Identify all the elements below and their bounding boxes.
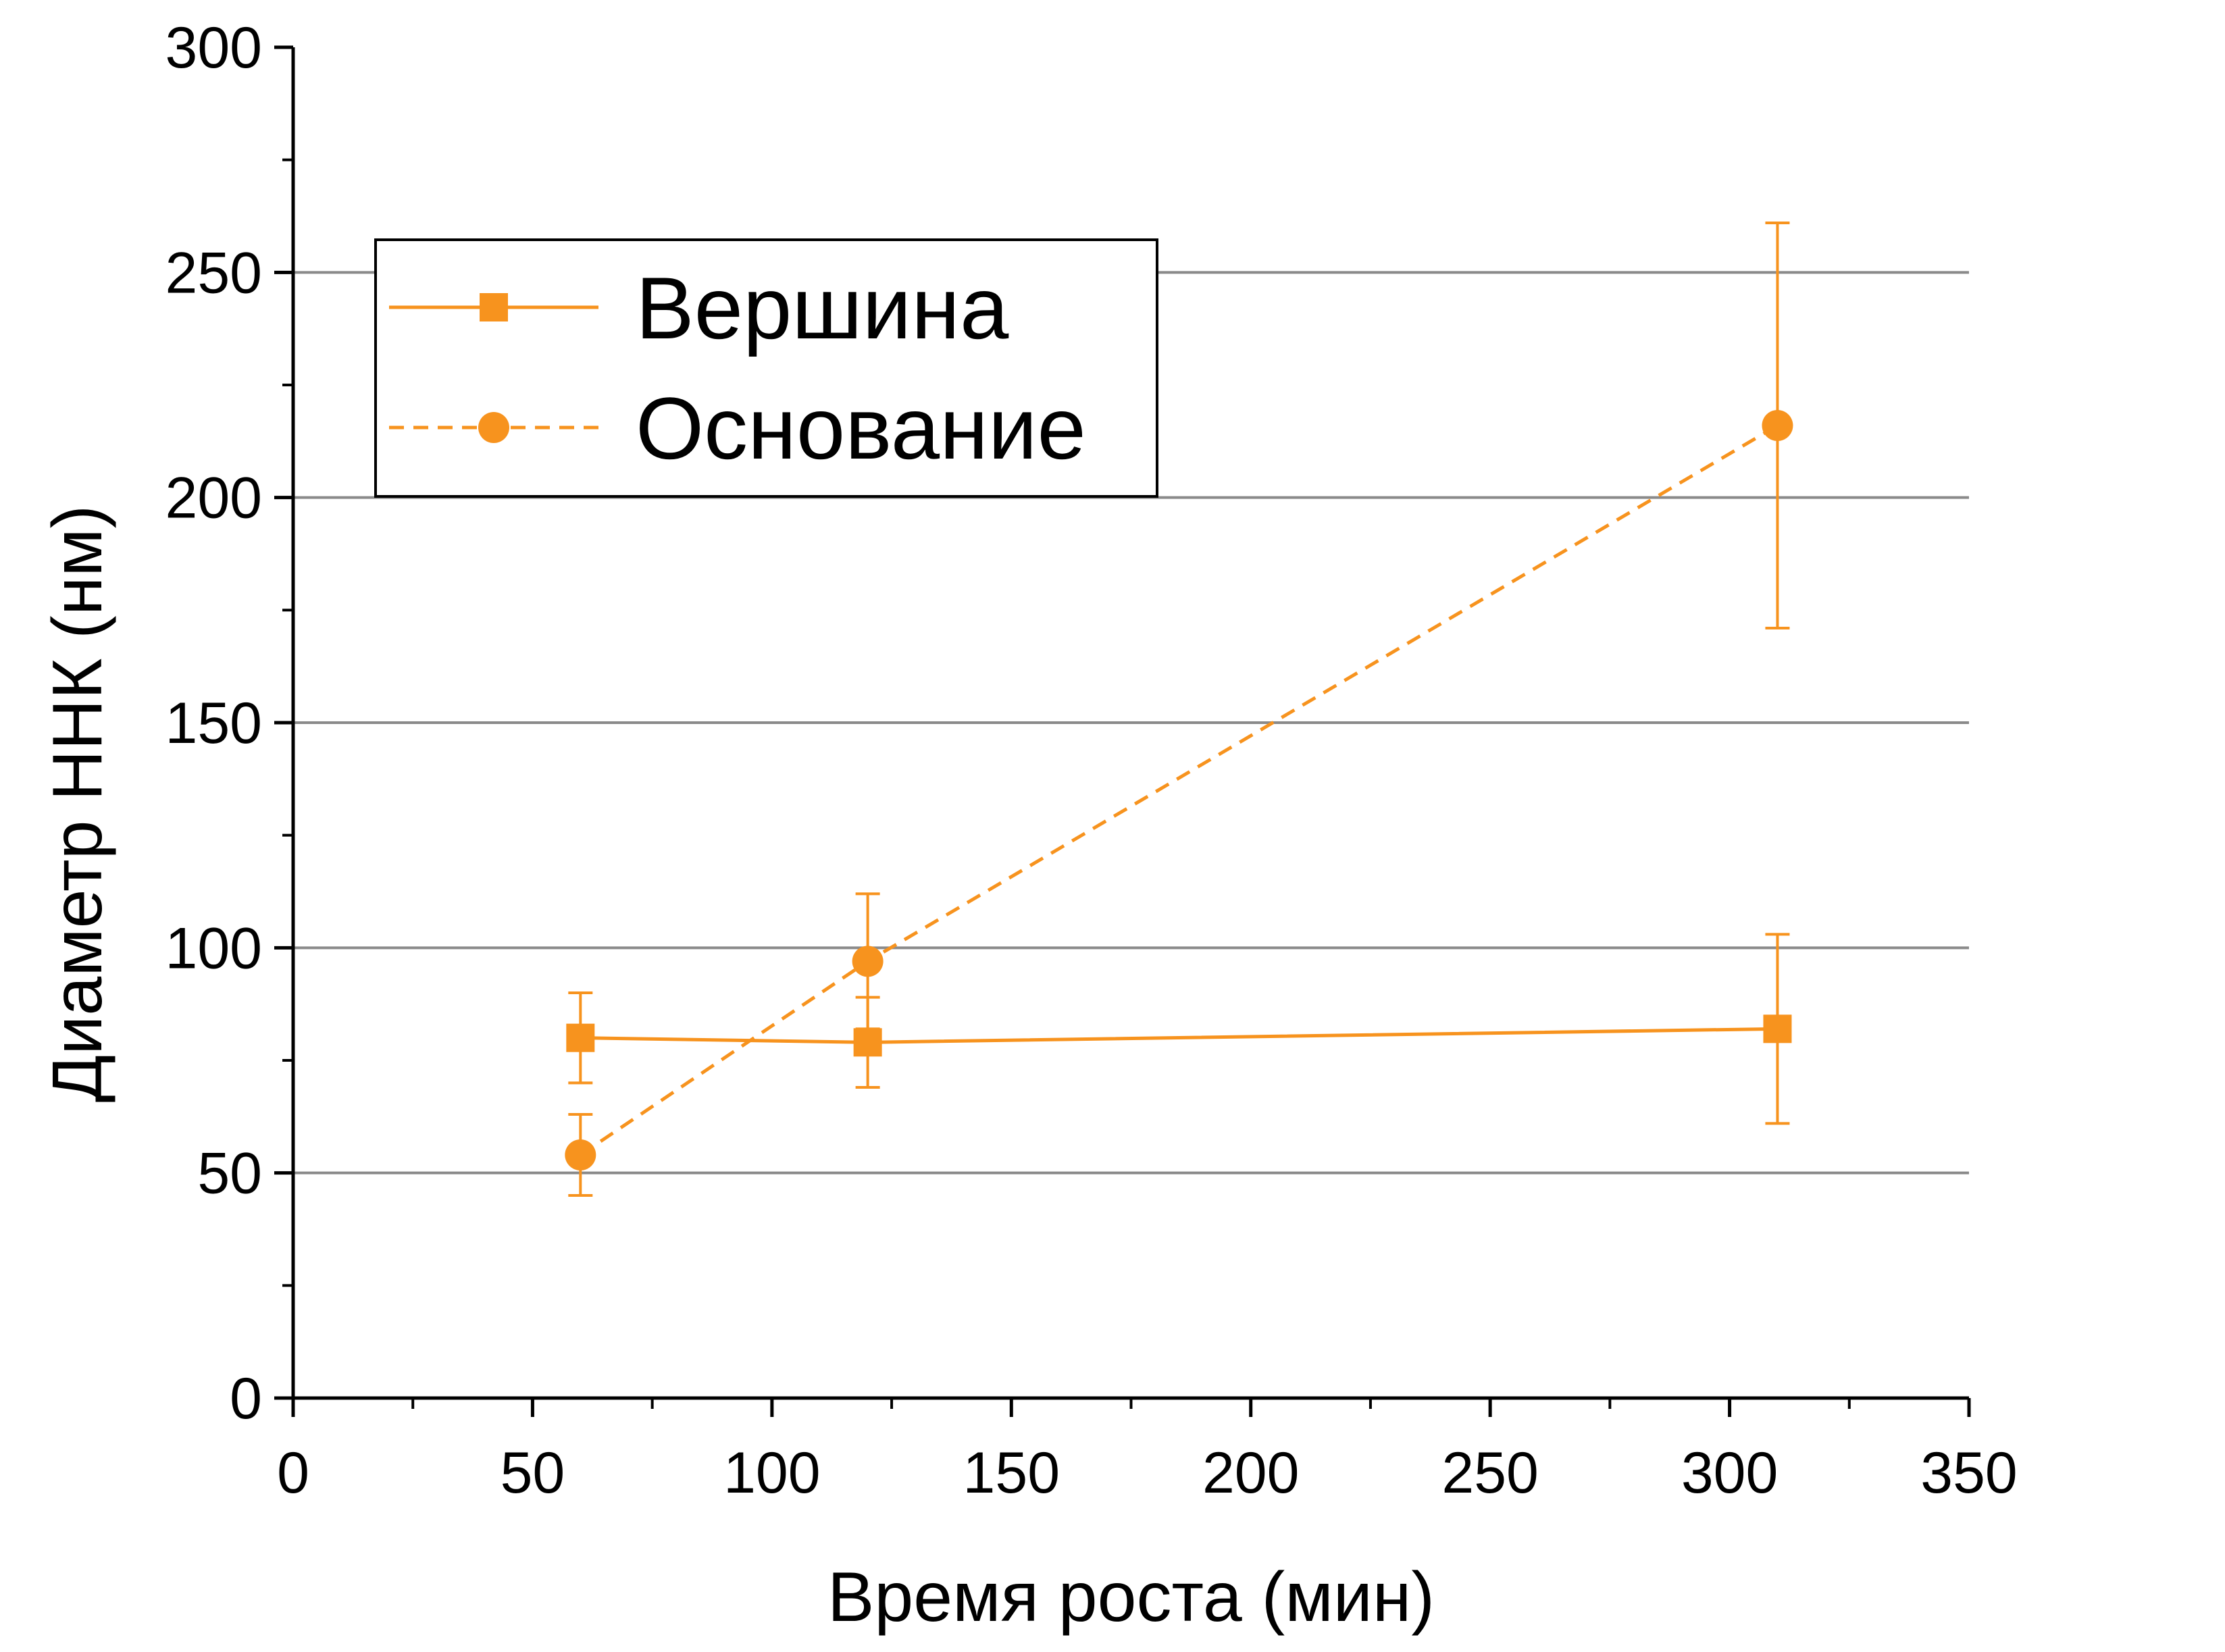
x-tick-label: 200	[1202, 1441, 1300, 1505]
series-line	[579, 423, 1779, 1157]
y-tick-label: 0	[230, 1366, 262, 1431]
x-tick-label: 100	[723, 1441, 821, 1505]
series-1	[566, 933, 1792, 1125]
y-tick-label: 200	[165, 466, 263, 531]
series	[565, 222, 1793, 1197]
data-point	[852, 946, 884, 977]
legend-label: Основание	[636, 379, 1086, 477]
y-tick-label: 300	[165, 16, 263, 80]
x-tick-label: 250	[1441, 1441, 1539, 1505]
axes: 0 50 100 150 200 250 300 0 50 100 150 200 250 300 350	[165, 16, 2018, 1505]
y-tick-label: 150	[165, 691, 263, 756]
data-point	[566, 1023, 595, 1052]
x-axis-title: Время роста (мин)	[827, 1558, 1435, 1636]
series-line	[580, 1027, 1778, 1044]
series-2	[565, 222, 1793, 1197]
legend-marker	[480, 293, 508, 321]
data-point	[1762, 410, 1793, 441]
data-point	[853, 1028, 882, 1057]
legend: Вершина Основание	[374, 238, 1158, 498]
x-tick-label: 50	[501, 1441, 565, 1505]
x-tick-label: 0	[277, 1441, 309, 1505]
y-tick-label: 50	[197, 1141, 262, 1206]
y-axis-title: Диаметр ННК (нм)	[39, 505, 117, 1103]
y-tick-label: 100	[165, 916, 263, 981]
x-tick-label: 150	[963, 1441, 1060, 1505]
data-point	[1763, 1014, 1792, 1043]
x-tick-label: 300	[1681, 1441, 1779, 1505]
legend-marker	[478, 412, 509, 443]
legend-box	[374, 238, 1158, 498]
data-point	[565, 1139, 596, 1170]
x-tick-label: 350	[1920, 1441, 2018, 1505]
y-tick-label: 250	[165, 240, 263, 305]
legend-label: Вершина	[636, 259, 1009, 357]
